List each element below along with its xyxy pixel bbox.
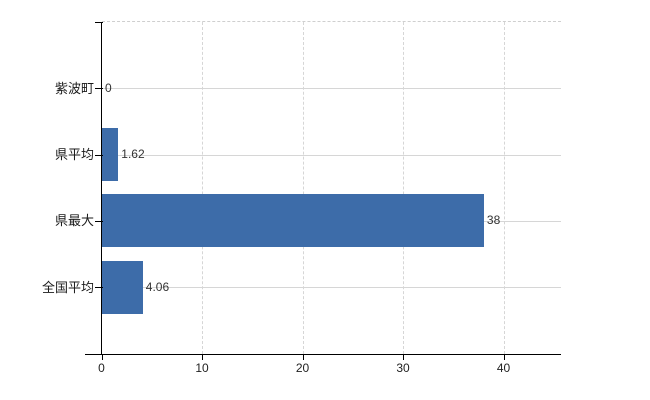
x-axis-tick (302, 354, 304, 360)
bar-value-label: 38 (486, 213, 501, 228)
y-axis-tick (95, 220, 103, 222)
x-tick-label: 40 (496, 360, 511, 375)
y-axis-end-tick (95, 22, 103, 23)
y-axis-line (101, 22, 102, 355)
bar-value-label: 4.06 (145, 279, 170, 294)
y-axis-tick (95, 287, 103, 289)
x-tick-label: 20 (295, 360, 310, 375)
bar[interactable] (102, 260, 143, 314)
x-axis-tick (403, 354, 404, 360)
bar[interactable] (102, 128, 119, 182)
x-tick-label: 0 (98, 360, 105, 375)
category-label: 全国平均 (41, 279, 94, 295)
y-axis-tick (95, 88, 103, 90)
v-gridline (403, 22, 404, 354)
x-axis-line (85, 353, 561, 355)
x-axis-tick (202, 354, 203, 360)
category-label: 県平均 (54, 147, 94, 163)
x-tick-label: 10 (195, 360, 209, 375)
bar-value-label: 0 (105, 80, 112, 95)
bar-value-label: 1.62 (121, 147, 145, 162)
h-gridline (101, 287, 561, 289)
h-gridline (101, 154, 561, 156)
x-tick-label: 30 (396, 360, 410, 375)
bar[interactable] (102, 194, 484, 248)
x-axis-tick (503, 354, 505, 360)
v-gridline (302, 22, 304, 354)
plot-top-border (101, 21, 561, 22)
v-gridline (503, 22, 505, 354)
h-gridline (101, 88, 561, 90)
category-label: 県最大 (54, 213, 94, 229)
y-axis-tick (95, 154, 103, 156)
v-gridline (202, 22, 203, 354)
category-label: 紫波町 (54, 80, 94, 96)
x-axis-tick (101, 354, 103, 360)
